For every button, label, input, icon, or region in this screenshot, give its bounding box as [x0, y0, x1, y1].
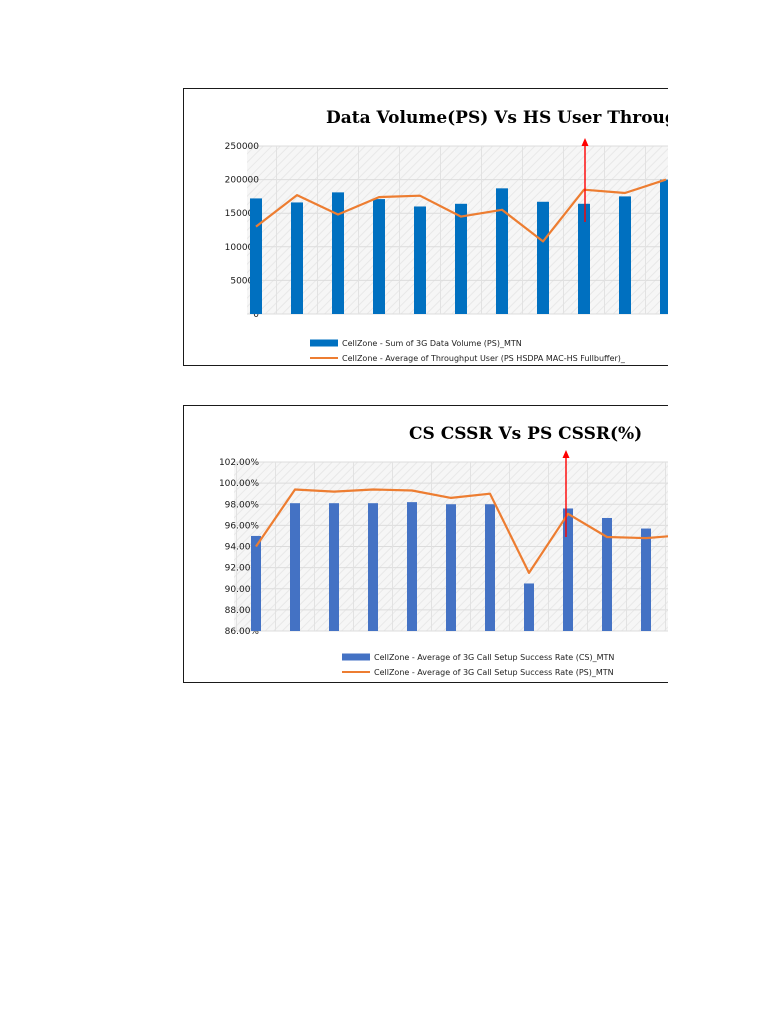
y-tick-label: 250000: [225, 142, 260, 152]
bar: [414, 206, 426, 314]
y-tick-label: 98.00%: [225, 500, 260, 510]
bar: [641, 528, 651, 631]
bar: [660, 179, 668, 314]
cssr-chart: 102.00% 100.00% 98.00% 96.00% 94.00% 92.00% 90…: [183, 405, 668, 683]
legend-label: CellZone - Average of 3G Call Setup Succ…: [374, 668, 614, 677]
y-tick-label: 150000: [225, 209, 260, 219]
chart-title: Data Volume(PS) Vs HS User Throughput: [326, 108, 668, 128]
legend-swatch-bar: [342, 653, 370, 661]
annotation-arrow-head: [581, 138, 589, 146]
chart-title: CS CSSR Vs PS CSSR(%): [409, 424, 642, 444]
cssr-chart-svg: 102.00% 100.00% 98.00% 96.00% 94.00% 92.00% 90…: [219, 424, 668, 677]
bar: [250, 198, 262, 314]
y-tick-label: 96.00%: [225, 521, 260, 531]
bar: [563, 508, 573, 631]
y-tick-label: 100000: [225, 243, 260, 253]
data-volume-chart: 250000 200000 150000 100000 50000 0 Data Volum…: [183, 88, 668, 366]
y-tick-label: 92.00%: [225, 564, 260, 574]
bar: [373, 199, 385, 314]
annotation-arrow-head: [562, 450, 570, 458]
legend-label: CellZone - Average of 3G Call Setup Succ…: [374, 653, 614, 662]
bar: [455, 203, 467, 314]
bar: [524, 583, 534, 631]
legend-label: CellZone - Average of Throughput User (P…: [342, 354, 626, 363]
y-tick-label: 50000: [230, 276, 259, 286]
y-tick-label: 102.00%: [219, 458, 259, 468]
y-tick-label: 86.00%: [225, 627, 260, 637]
y-tick-label: 0: [253, 310, 259, 320]
bar: [368, 503, 378, 631]
legend-swatch-bar: [310, 339, 338, 347]
series-line: [255, 178, 667, 243]
y-tick-label: 94.00%: [225, 543, 260, 553]
y-tick-label: 200000: [225, 176, 260, 186]
y-tick-label: 90.00%: [225, 585, 260, 595]
bar: [602, 517, 612, 631]
legend-label: CellZone - Sum of 3G Data Volume (PS)_MT…: [342, 339, 522, 348]
bar: [496, 188, 508, 314]
bar: [578, 203, 590, 314]
bar: [291, 202, 303, 314]
data-volume-chart-svg: 250000 200000 150000 100000 50000 0 Data Volum…: [225, 108, 668, 363]
bar: [290, 503, 300, 631]
series-line: [255, 488, 668, 574]
y-tick-label: 100.00%: [219, 479, 259, 489]
bar: [332, 192, 344, 314]
bar: [329, 503, 339, 631]
bar: [485, 504, 495, 631]
y-tick-label: 88.00%: [225, 606, 260, 616]
bar: [407, 502, 417, 631]
bar: [446, 504, 456, 631]
bar: [537, 201, 549, 314]
bar: [619, 196, 631, 314]
bar: [251, 535, 261, 631]
